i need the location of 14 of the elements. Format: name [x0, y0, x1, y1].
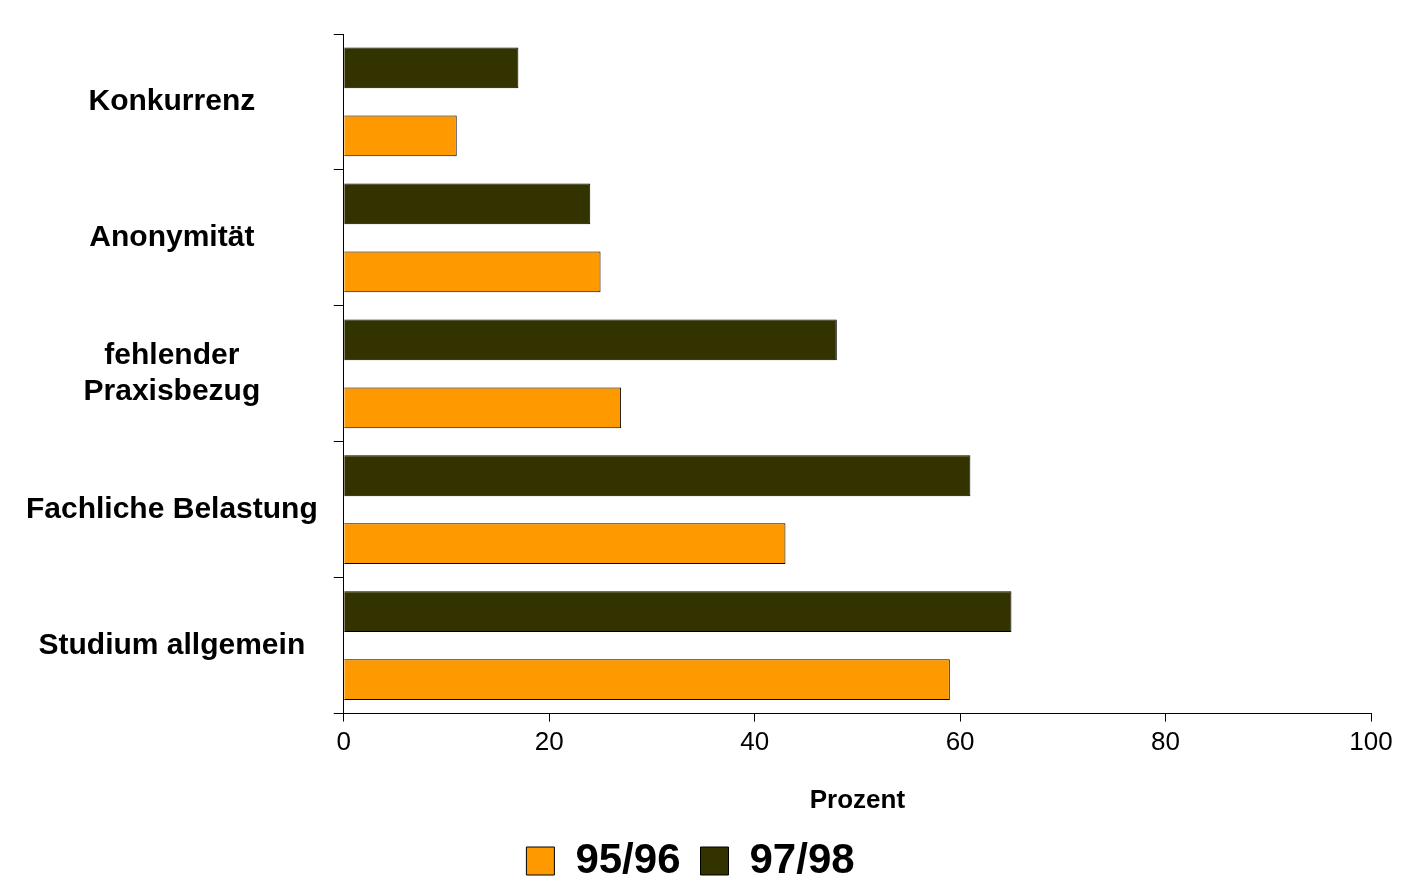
legend-label: 97/98 [749, 834, 855, 882]
y-tick-label: Konkurrenz [88, 83, 256, 117]
x-tick-label: 40 [740, 726, 770, 757]
x-tick-label: 100 [1349, 726, 1393, 757]
y-tick-label: fehlender Praxisbezug [83, 337, 261, 407]
legend-label: 95/96 [575, 834, 681, 882]
y-tick-label: Studium allgemein [38, 626, 306, 660]
x-axis-title: Prozent [809, 783, 906, 814]
y-tick-label: Fachliche Belastung [25, 490, 318, 524]
x-tick-label: 20 [534, 726, 564, 757]
x-tick-label: 60 [945, 726, 975, 757]
x-tick-label: 80 [1151, 726, 1181, 757]
x-tick-label: 0 [336, 726, 351, 757]
y-tick-label: Anonymität [89, 219, 255, 253]
